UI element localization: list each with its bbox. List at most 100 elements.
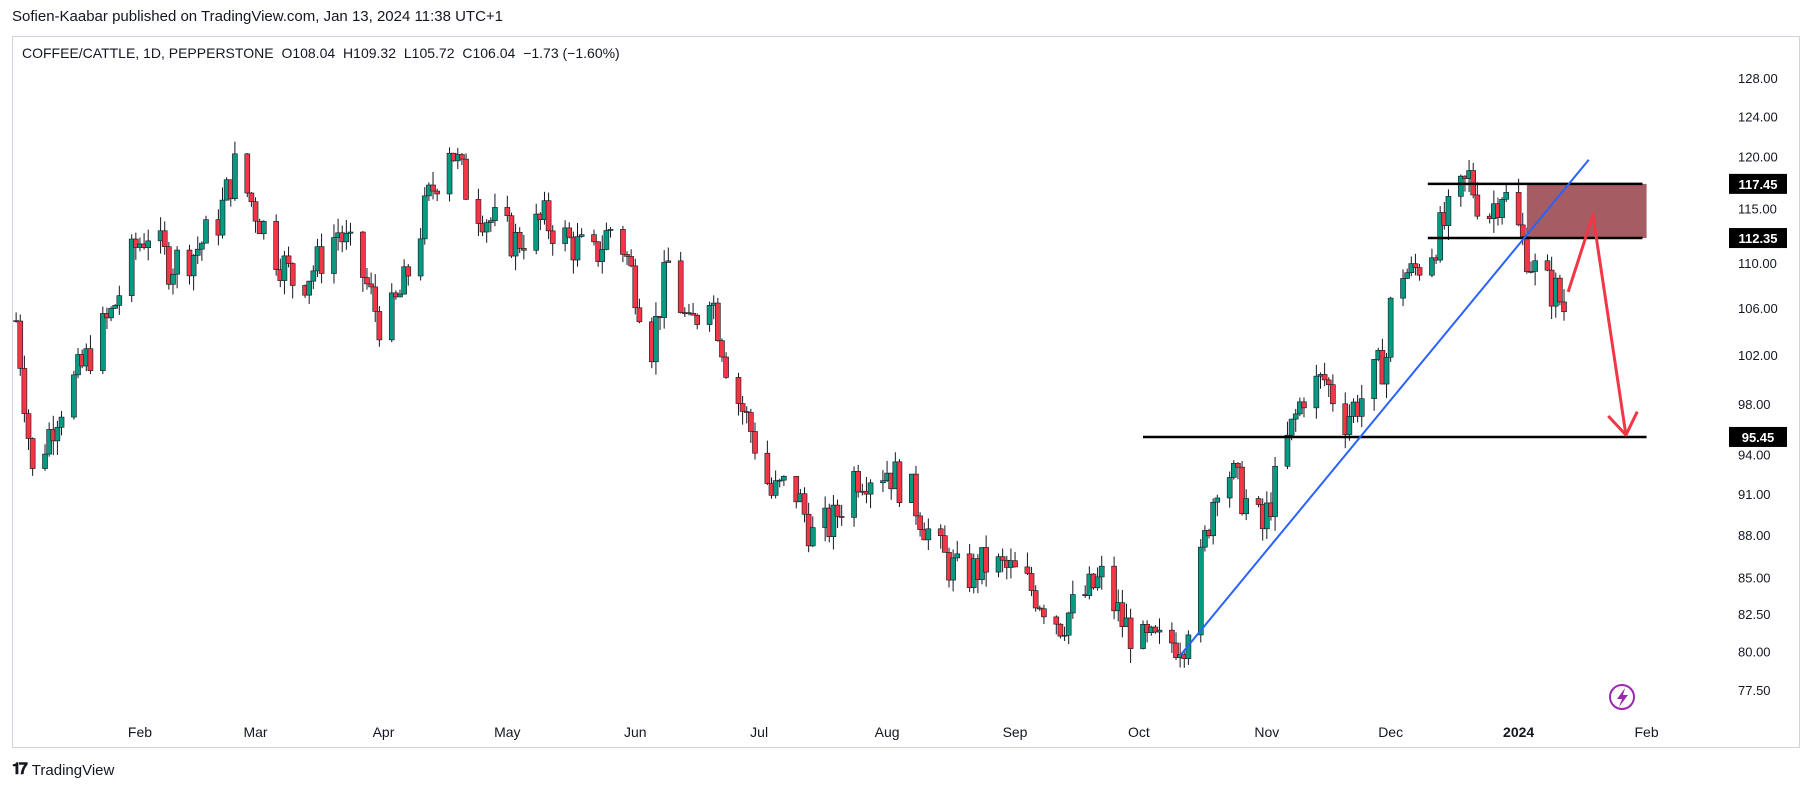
candle-body [285,255,292,264]
price-axis[interactable]: 77.50 80.00 82.50 85.00 88.00 91.00 94.00 98.00… [1738,71,1778,698]
candle-body [260,221,267,235]
price-tick-label: 115.00 [1738,202,1777,217]
price-tick-label: 91.00 [1738,487,1771,502]
candle-body [1544,260,1551,271]
candle-body [739,403,746,412]
candle-body [463,158,469,200]
candle-body [521,248,527,251]
candle-body [1561,301,1567,313]
candle-body [574,236,581,261]
time-tick-label: Mar [243,724,267,740]
price-tick-label: 80.00 [1738,644,1771,659]
lightning-icon[interactable] [1609,684,1635,710]
candle-body [343,232,350,243]
time-tick-label: Aug [875,724,900,740]
candle-body [310,270,317,282]
time-axis[interactable]: Feb Mar Apr May Jun Jul Aug Sep Oct Nov Dec 2024 Feb [128,724,1659,740]
candle-body [607,229,614,231]
candle-body [401,266,407,295]
time-tick-label: Dec [1378,724,1403,740]
time-tick-label: Jun [624,724,647,740]
candle-body [488,220,494,223]
candle-body [838,516,845,518]
candle-body [1499,198,1505,218]
candle-body [203,219,209,244]
candle-body [1119,602,1126,628]
candle-body [232,153,238,200]
candle-body [318,246,325,274]
candle-body [917,515,923,530]
candle-body [492,207,498,221]
candle-body [1169,629,1175,644]
candle-body [1346,416,1353,435]
time-tick-label: Sep [1003,724,1028,740]
candle-body [434,190,440,195]
time-tick-label: Jul [750,724,768,740]
candle-body [743,411,750,413]
candle-body [475,199,482,224]
candle-body [1383,356,1390,385]
candle-body [1330,384,1336,405]
candle-body [1519,224,1526,237]
candle-body [772,480,779,496]
candle-body [58,416,65,428]
price-tick-label: 88.00 [1738,528,1771,543]
candle-body [1416,267,1423,276]
candle-body [1057,623,1064,637]
candle-body [1458,175,1464,197]
candle-body [42,453,48,469]
candle-body [793,475,800,503]
candle-body [1408,263,1415,274]
candle-body [954,553,961,559]
candle-body [1231,463,1237,478]
candle-body [388,292,395,341]
candle-body [71,374,77,418]
candle-body [405,266,412,277]
candle-body [549,230,556,244]
candle-body [1127,617,1134,649]
candle-body [937,528,944,537]
candle-body [1012,560,1018,568]
candle-body [244,153,251,194]
candle-body [194,248,201,256]
candle-body [624,254,630,257]
candle-body [360,231,366,278]
price-tick-label: 77.50 [1738,683,1771,698]
candle-body [632,265,639,309]
candle-body [1404,272,1410,279]
candle-body [834,504,841,517]
candle-body [1152,626,1159,633]
candle-body [1412,263,1419,268]
candle-body [867,482,874,495]
price-level-label: 117.45 [1738,177,1777,192]
tradingview-logo[interactable]: 𝟏𝟕 TradingView [12,761,114,779]
price-tick-label: 102.00 [1738,348,1778,363]
candle-body [1358,398,1365,417]
candle-body [1255,498,1262,505]
candle-body [1437,212,1443,261]
price-tick-label: 120.00 [1738,150,1778,165]
candle-body [599,249,606,262]
candle-body [715,302,721,341]
symbol-name[interactable]: COFFEE/CATTLE, 1D, PEPPERSTONE [22,45,274,61]
candle-body [1094,576,1101,589]
candle-body [653,315,659,363]
candle-body [364,277,370,285]
candle-body [199,242,205,250]
candle-body [896,461,903,503]
candle-body [1037,607,1043,610]
candle-body [781,475,787,481]
price-tick-label: 85.00 [1738,570,1771,585]
candle-body [851,471,857,518]
candle-body [855,471,861,493]
candle-body [603,230,610,250]
candle-body [25,413,32,439]
candle-body [950,557,956,581]
candle-body [694,314,701,325]
ohlc-low: L105.72 [403,45,455,61]
ohlc-open: O108.04 [281,45,336,61]
candle-body [190,255,197,277]
candle-body [1292,413,1299,420]
candle-body [170,273,176,285]
